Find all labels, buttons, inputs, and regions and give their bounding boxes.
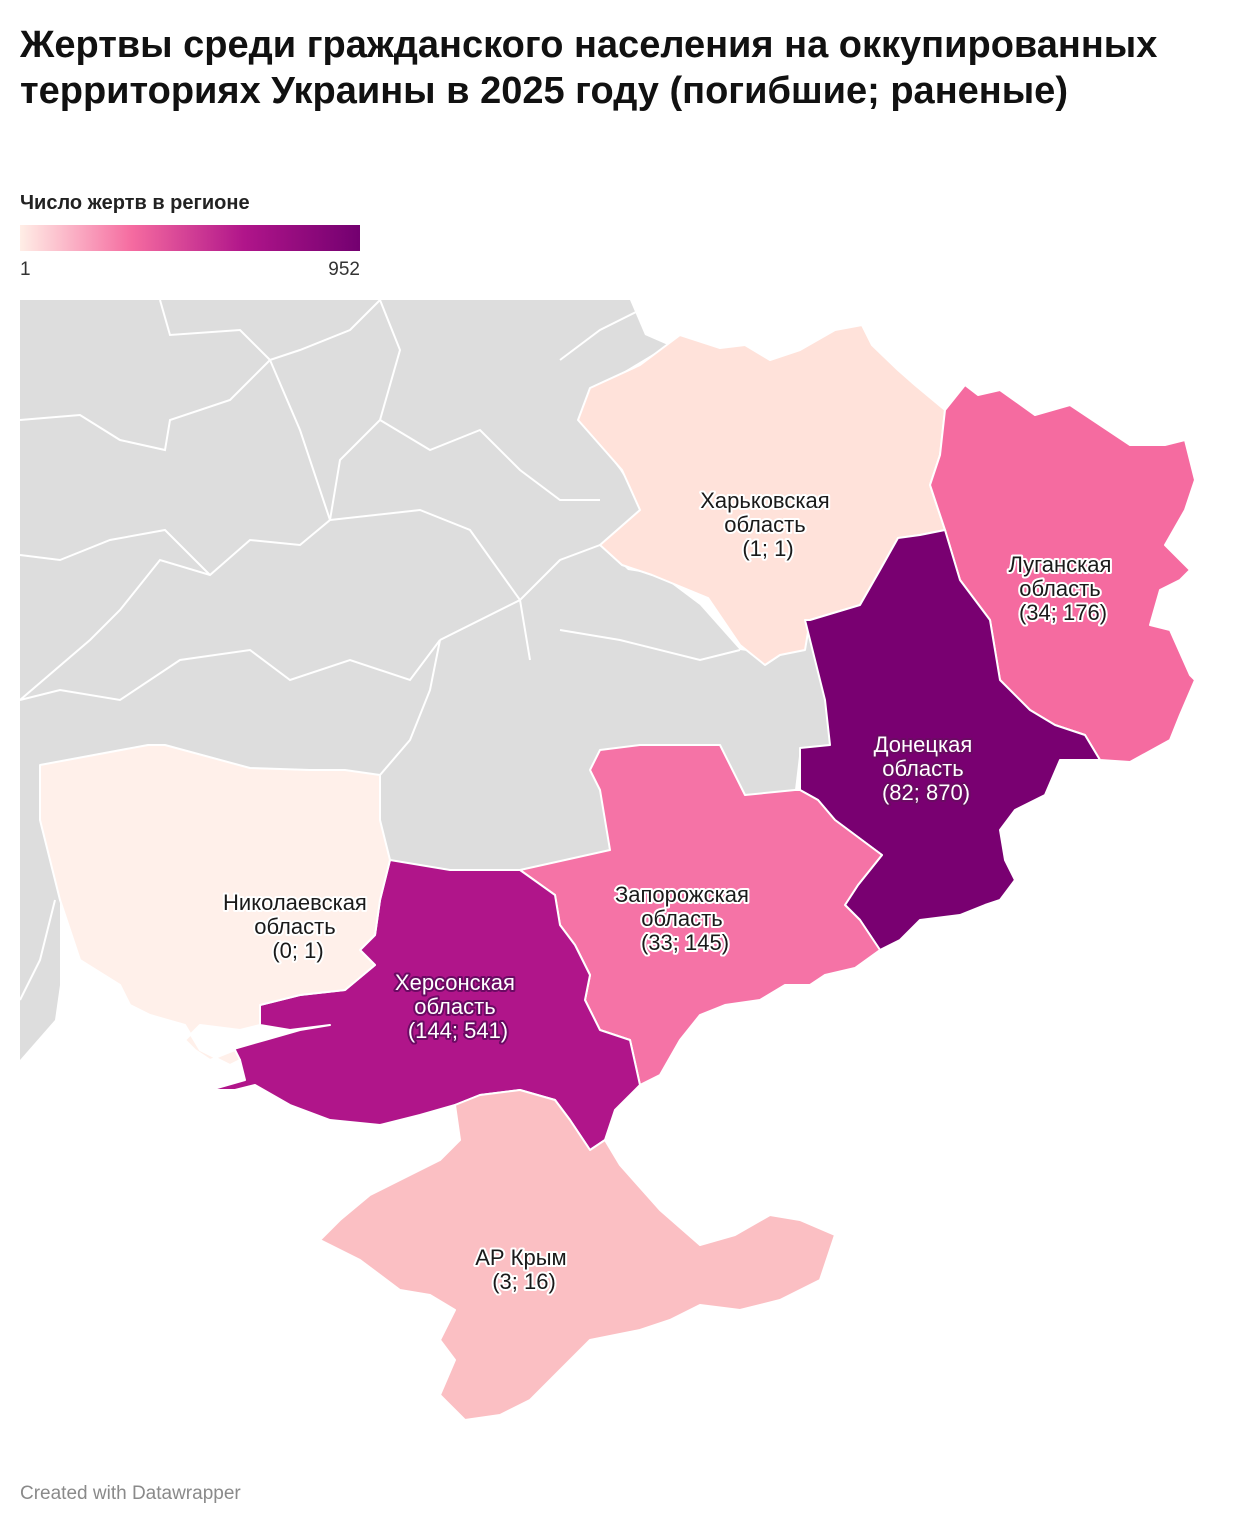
legend-min-label: 1 — [20, 259, 31, 280]
label-donetsk: Донецкая область (82; 870) — [874, 732, 979, 805]
legend-gradient-bar — [20, 225, 360, 251]
choropleth-map: Харьковская область (1; 1) Луганская обл… — [19, 299, 1196, 1421]
label-zaporizhzhia: Запорожская область (33; 145) — [615, 882, 755, 955]
color-legend: Число жертв в регионе 1 952 — [20, 192, 360, 285]
background-territory — [19, 299, 830, 1060]
label-crimea: АР Крым (3; 16) — [475, 1245, 573, 1294]
legend-title: Число жертв в регионе — [20, 192, 250, 214]
region-mykolaiv — [39, 744, 391, 1066]
background-land — [20, 300, 830, 1060]
label-kharkiv: Харьковская область (1; 1) — [700, 488, 836, 561]
region-labels: Харьковская область (1; 1) Луганская обл… — [221, 486, 1118, 1296]
label-kherson: Херсонская область (144; 541) — [395, 970, 521, 1043]
oblast-borders — [19, 299, 741, 1001]
page-title: Жертвы среди гражданского населения на о… — [20, 24, 1158, 112]
footer-credit: Created with Datawrapper — [20, 1483, 241, 1504]
label-mykolaiv: Николаевская область (0; 1) — [223, 890, 373, 963]
legend-max-label: 952 — [328, 259, 360, 280]
label-luhansk: Луганская область (34; 176) — [1009, 552, 1118, 625]
region-donetsk — [799, 529, 1101, 951]
region-crimea — [319, 1089, 836, 1421]
